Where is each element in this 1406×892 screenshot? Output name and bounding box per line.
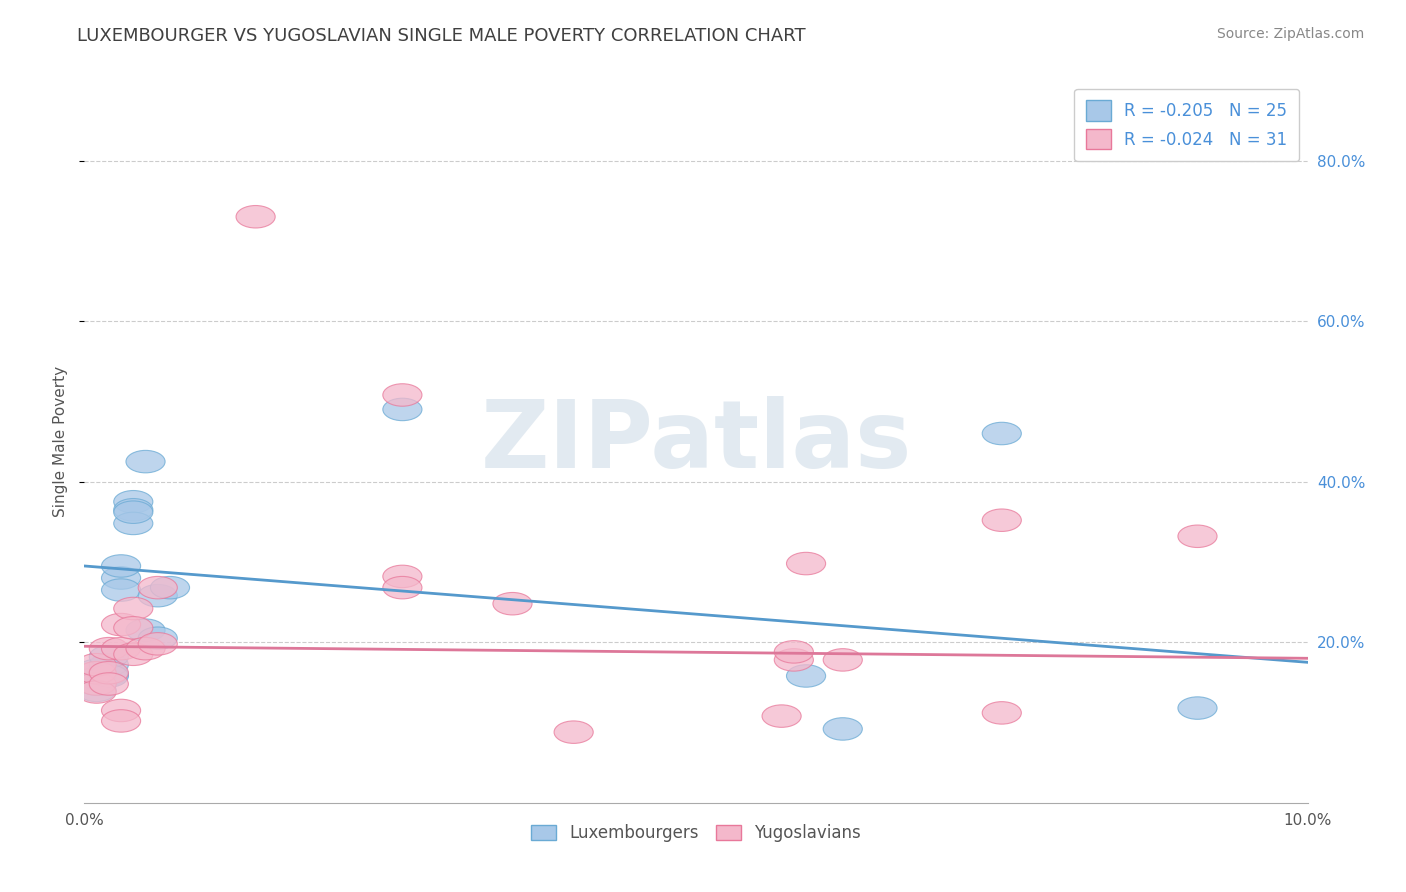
Ellipse shape — [89, 665, 128, 687]
Ellipse shape — [77, 654, 117, 676]
Ellipse shape — [382, 398, 422, 421]
Ellipse shape — [983, 702, 1021, 724]
Ellipse shape — [983, 509, 1021, 532]
Ellipse shape — [114, 616, 153, 639]
Ellipse shape — [89, 663, 128, 686]
Ellipse shape — [101, 638, 141, 660]
Ellipse shape — [382, 566, 422, 588]
Y-axis label: Single Male Poverty: Single Male Poverty — [52, 366, 67, 517]
Ellipse shape — [382, 384, 422, 406]
Ellipse shape — [114, 512, 153, 534]
Ellipse shape — [786, 552, 825, 574]
Ellipse shape — [114, 501, 153, 524]
Ellipse shape — [101, 710, 141, 732]
Ellipse shape — [138, 584, 177, 607]
Ellipse shape — [1178, 525, 1218, 548]
Ellipse shape — [138, 632, 177, 655]
Ellipse shape — [77, 662, 117, 684]
Ellipse shape — [775, 640, 814, 663]
Ellipse shape — [101, 699, 141, 722]
Text: LUXEMBOURGER VS YUGOSLAVIAN SINGLE MALE POVERTY CORRELATION CHART: LUXEMBOURGER VS YUGOSLAVIAN SINGLE MALE … — [77, 27, 806, 45]
Ellipse shape — [127, 450, 165, 473]
Ellipse shape — [77, 673, 117, 695]
Ellipse shape — [89, 638, 128, 660]
Ellipse shape — [775, 648, 814, 671]
Text: ZIPatlas: ZIPatlas — [481, 395, 911, 488]
Ellipse shape — [786, 665, 825, 687]
Ellipse shape — [138, 627, 177, 649]
Ellipse shape — [114, 499, 153, 521]
Ellipse shape — [77, 673, 117, 695]
Ellipse shape — [762, 705, 801, 727]
Ellipse shape — [77, 679, 117, 702]
Ellipse shape — [983, 422, 1021, 445]
Ellipse shape — [101, 555, 141, 577]
Ellipse shape — [89, 662, 128, 684]
Ellipse shape — [114, 491, 153, 513]
Text: Source: ZipAtlas.com: Source: ZipAtlas.com — [1216, 27, 1364, 41]
Ellipse shape — [114, 598, 153, 620]
Ellipse shape — [89, 654, 128, 676]
Ellipse shape — [127, 619, 165, 641]
Ellipse shape — [101, 566, 141, 590]
Ellipse shape — [77, 659, 117, 681]
Ellipse shape — [89, 646, 128, 668]
Legend: Luxembourgers, Yugoslavians: Luxembourgers, Yugoslavians — [524, 817, 868, 848]
Ellipse shape — [823, 648, 862, 671]
Ellipse shape — [236, 205, 276, 228]
Ellipse shape — [382, 576, 422, 599]
Ellipse shape — [77, 667, 117, 690]
Ellipse shape — [1178, 697, 1218, 719]
Ellipse shape — [101, 614, 141, 636]
Ellipse shape — [823, 718, 862, 740]
Ellipse shape — [101, 579, 141, 601]
Ellipse shape — [554, 721, 593, 743]
Ellipse shape — [77, 681, 117, 703]
Ellipse shape — [494, 592, 531, 615]
Ellipse shape — [138, 576, 177, 599]
Ellipse shape — [89, 673, 128, 695]
Ellipse shape — [150, 576, 190, 599]
Ellipse shape — [127, 638, 165, 660]
Ellipse shape — [114, 643, 153, 665]
